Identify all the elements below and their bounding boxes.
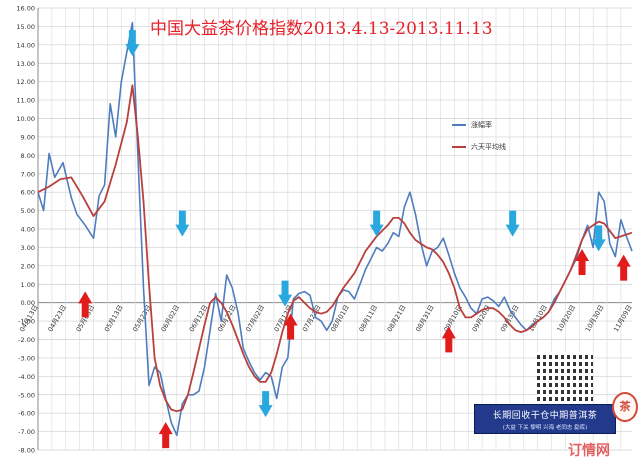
down-arrow-icon [175,210,190,237]
y-tick-label: -7.00 [18,428,35,436]
up-arrow-icon [283,313,298,340]
promo-banner-line2: (大益 下关 黎明 兴海 老同志 勐库) [502,425,588,431]
down-arrow-icon [278,280,293,307]
x-tick-label: 07月02日 [244,304,266,334]
y-tick-label: 11.00 [16,97,35,105]
legend-swatch-series-1 [452,124,466,126]
y-tick-label: 3.00 [21,244,35,252]
x-tick-label: 07月22日 [301,304,323,334]
y-tick-label: 14.00 [16,41,35,49]
down-arrow-icon [591,225,606,252]
y-tick-label: 13.00 [16,60,35,68]
legend-label-series-1: 涨幅率 [471,121,492,129]
down-arrow-icon [125,30,140,57]
y-tick-label: 16.00 [16,5,35,13]
promo-banner: 长期回收干仓中期普洱茶 (大益 下关 黎明 兴海 老同志 勐库) [474,404,616,434]
down-arrow-icon [369,210,384,237]
y-tick-label: 5.00 [21,207,35,215]
legend-swatch-series-2 [452,146,466,148]
y-tick-label: 12.00 [16,78,35,86]
up-arrow-icon [78,291,93,318]
y-tick-label: -2.00 [18,336,35,344]
x-tick-label: 08月21日 [386,304,408,334]
promo-banner-line1: 长期回收干仓中期普洱茶 [492,411,598,421]
x-tick-label: 10月20日 [555,304,577,334]
up-arrow-icon [575,249,590,276]
y-tick-label: 10.00 [16,115,35,123]
site-watermark: 订情网 [568,443,610,459]
y-tick-label: 4.00 [21,226,35,234]
x-tick-label: 05月23日 [131,304,153,334]
down-arrow-icon [258,391,273,418]
y-tick-label: -1.00 [18,318,35,326]
up-arrow-icon [158,422,173,449]
y-tick-label: -5.00 [18,391,35,399]
chart-title: 中国大益茶价格指数2013.4.13-2013.11.13 [150,19,493,39]
x-tick-label: 10月10日 [527,304,549,334]
x-tick-label: 04月23日 [46,304,68,334]
qr-code-image [537,352,593,408]
y-tick-label: 1.00 [21,281,35,289]
y-tick-label: 7.00 [21,170,35,178]
y-tick-label: 15.00 [16,23,35,31]
x-tick-label: 08月11日 [357,304,379,334]
up-arrow-icon [616,254,631,281]
y-tick-label: 2.00 [21,262,35,270]
x-tick-label: 08月31日 [414,304,436,334]
tea-badge-icon: 茶 [612,392,638,422]
y-tick-label: 9.00 [21,133,35,141]
y-tick-label: 8.00 [21,152,35,160]
y-tick-label: 6.00 [21,189,35,197]
chart-legend: 涨幅率 六天平均线 [452,112,536,162]
up-arrow-icon [441,326,456,353]
y-tick-label: -6.00 [18,410,35,418]
down-arrow-icon [505,210,520,237]
legend-label-series-2: 六天平均线 [471,143,506,151]
y-tick-label: -3.00 [18,354,35,362]
y-tick-label: -8.00 [18,447,35,455]
y-tick-label: 0.00 [21,299,35,307]
y-tick-label: -4.00 [18,373,35,381]
x-tick-label: 10月30日 [584,304,606,334]
x-tick-label: 11月09日 [612,304,634,334]
series-line-2 [37,84,633,413]
